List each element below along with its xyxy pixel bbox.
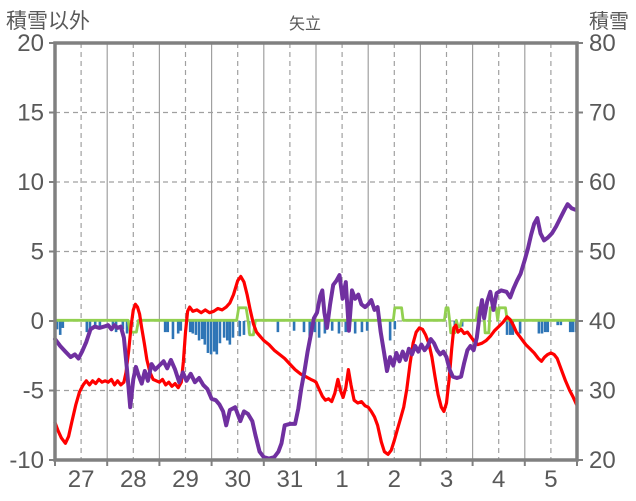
blue-bars-bar <box>540 321 544 334</box>
blue-bars-bar <box>546 321 550 333</box>
blue-bars-bar <box>559 321 563 326</box>
blue-bars-bar <box>337 321 341 334</box>
blue-bars-bar <box>171 321 175 340</box>
left-axis-tick-label: 15 <box>17 100 44 127</box>
blue-bars-bar <box>231 321 235 338</box>
blue-bars-bar <box>61 321 65 328</box>
blue-bars-bar <box>317 321 321 338</box>
left-axis-title: 積雪以外 <box>6 10 90 33</box>
x-axis-tick-label: 1 <box>335 466 348 493</box>
blue-bars-bar <box>518 321 522 334</box>
blue-bars-bar <box>125 321 129 334</box>
blue-bars-bar <box>206 321 210 353</box>
blue-bars-bar <box>292 321 296 331</box>
blue-bars-bar <box>222 321 226 338</box>
blue-bars-bar <box>508 321 512 335</box>
chart-title: 矢立 <box>288 16 322 33</box>
blue-bars-bar <box>556 321 559 326</box>
blue-bars-bar <box>194 321 198 335</box>
blue-bars-bar <box>200 321 204 340</box>
blue-bars-bar <box>93 321 97 328</box>
blue-bars-bar <box>55 321 59 330</box>
blue-bars-bar <box>197 321 201 341</box>
blue-bars-bar <box>188 321 192 333</box>
blue-bars-bar <box>344 321 348 333</box>
right-axis-tick-label: 60 <box>589 169 616 196</box>
blue-bars-bar <box>85 321 89 333</box>
blue-bars-bar <box>225 321 229 341</box>
x-axis-tick-label: 5 <box>544 466 557 493</box>
left-axis-tick-label: 5 <box>31 239 44 266</box>
x-axis-tick-label: 27 <box>68 466 95 493</box>
x-axis-tick-label: 30 <box>224 466 251 493</box>
blue-bars-bar <box>360 321 364 333</box>
blue-bars-bar <box>302 321 306 333</box>
blue-bars-bar <box>543 321 547 333</box>
green-line-series <box>53 306 579 337</box>
left-axis-tick-label: -5 <box>23 378 44 405</box>
blue-bars-bar <box>179 321 183 331</box>
blue-bars-bar <box>212 321 216 352</box>
blue-bars-bar <box>163 321 167 333</box>
blue-bars-bar <box>238 321 242 337</box>
x-axis-tick-label: 3 <box>440 466 453 493</box>
blue-bars-bar <box>537 321 541 334</box>
blue-bars-bar <box>209 321 213 355</box>
x-axis-tick-label: 31 <box>277 466 304 493</box>
blue-bars-bar <box>58 321 62 335</box>
right-axis-tick-label: 30 <box>589 378 616 405</box>
blue-bars-bar <box>98 321 102 330</box>
right-axis-title: 積雪 <box>589 11 629 33</box>
right-axis-tick-label: 70 <box>589 100 616 127</box>
blue-bars-bar <box>276 321 280 333</box>
blue-bars-bar <box>393 321 397 330</box>
blue-bars-bar <box>330 321 334 331</box>
blue-bars-bar <box>228 321 232 345</box>
blue-bars-bar <box>365 321 369 331</box>
blue-bars-bar <box>88 321 92 334</box>
right-axis-tick-label: 20 <box>589 447 616 474</box>
x-axis-tick-label: 28 <box>120 466 147 493</box>
blue-bars-bar <box>571 321 575 333</box>
x-axis-tick-label: 4 <box>492 466 505 493</box>
blue-bars-bar <box>166 321 170 333</box>
blue-bars-bar <box>215 321 219 355</box>
blue-bars-bar <box>176 321 180 334</box>
blue-bars-bar <box>308 321 312 337</box>
right-axis-tick-label: 40 <box>589 308 616 335</box>
blue-bars-bar <box>568 321 572 333</box>
x-axis-tick-label: 29 <box>172 466 199 493</box>
blue-bars-bar <box>121 321 125 330</box>
blue-bars-bar <box>353 321 357 334</box>
blue-bars-bar <box>388 321 392 341</box>
blue-bars-bar <box>218 321 222 344</box>
blue-bars-bar <box>313 321 317 333</box>
right-axis-tick-label: 50 <box>589 239 616 266</box>
blue-bars-bar <box>242 321 246 335</box>
left-axis-tick-label: 10 <box>17 169 44 196</box>
blue-bars-bar <box>203 321 207 345</box>
x-axis-tick-label: 2 <box>388 466 401 493</box>
right-axis-tick-label: 80 <box>589 30 616 57</box>
blue-bars-bar <box>191 321 195 334</box>
red-line-series <box>53 274 579 456</box>
purple-line-series <box>53 202 578 461</box>
left-axis-tick-label: 0 <box>31 308 44 335</box>
left-axis-tick-label: 20 <box>17 30 44 57</box>
blue-bars-bar <box>505 321 509 335</box>
left-axis-tick-label: -10 <box>9 447 44 474</box>
